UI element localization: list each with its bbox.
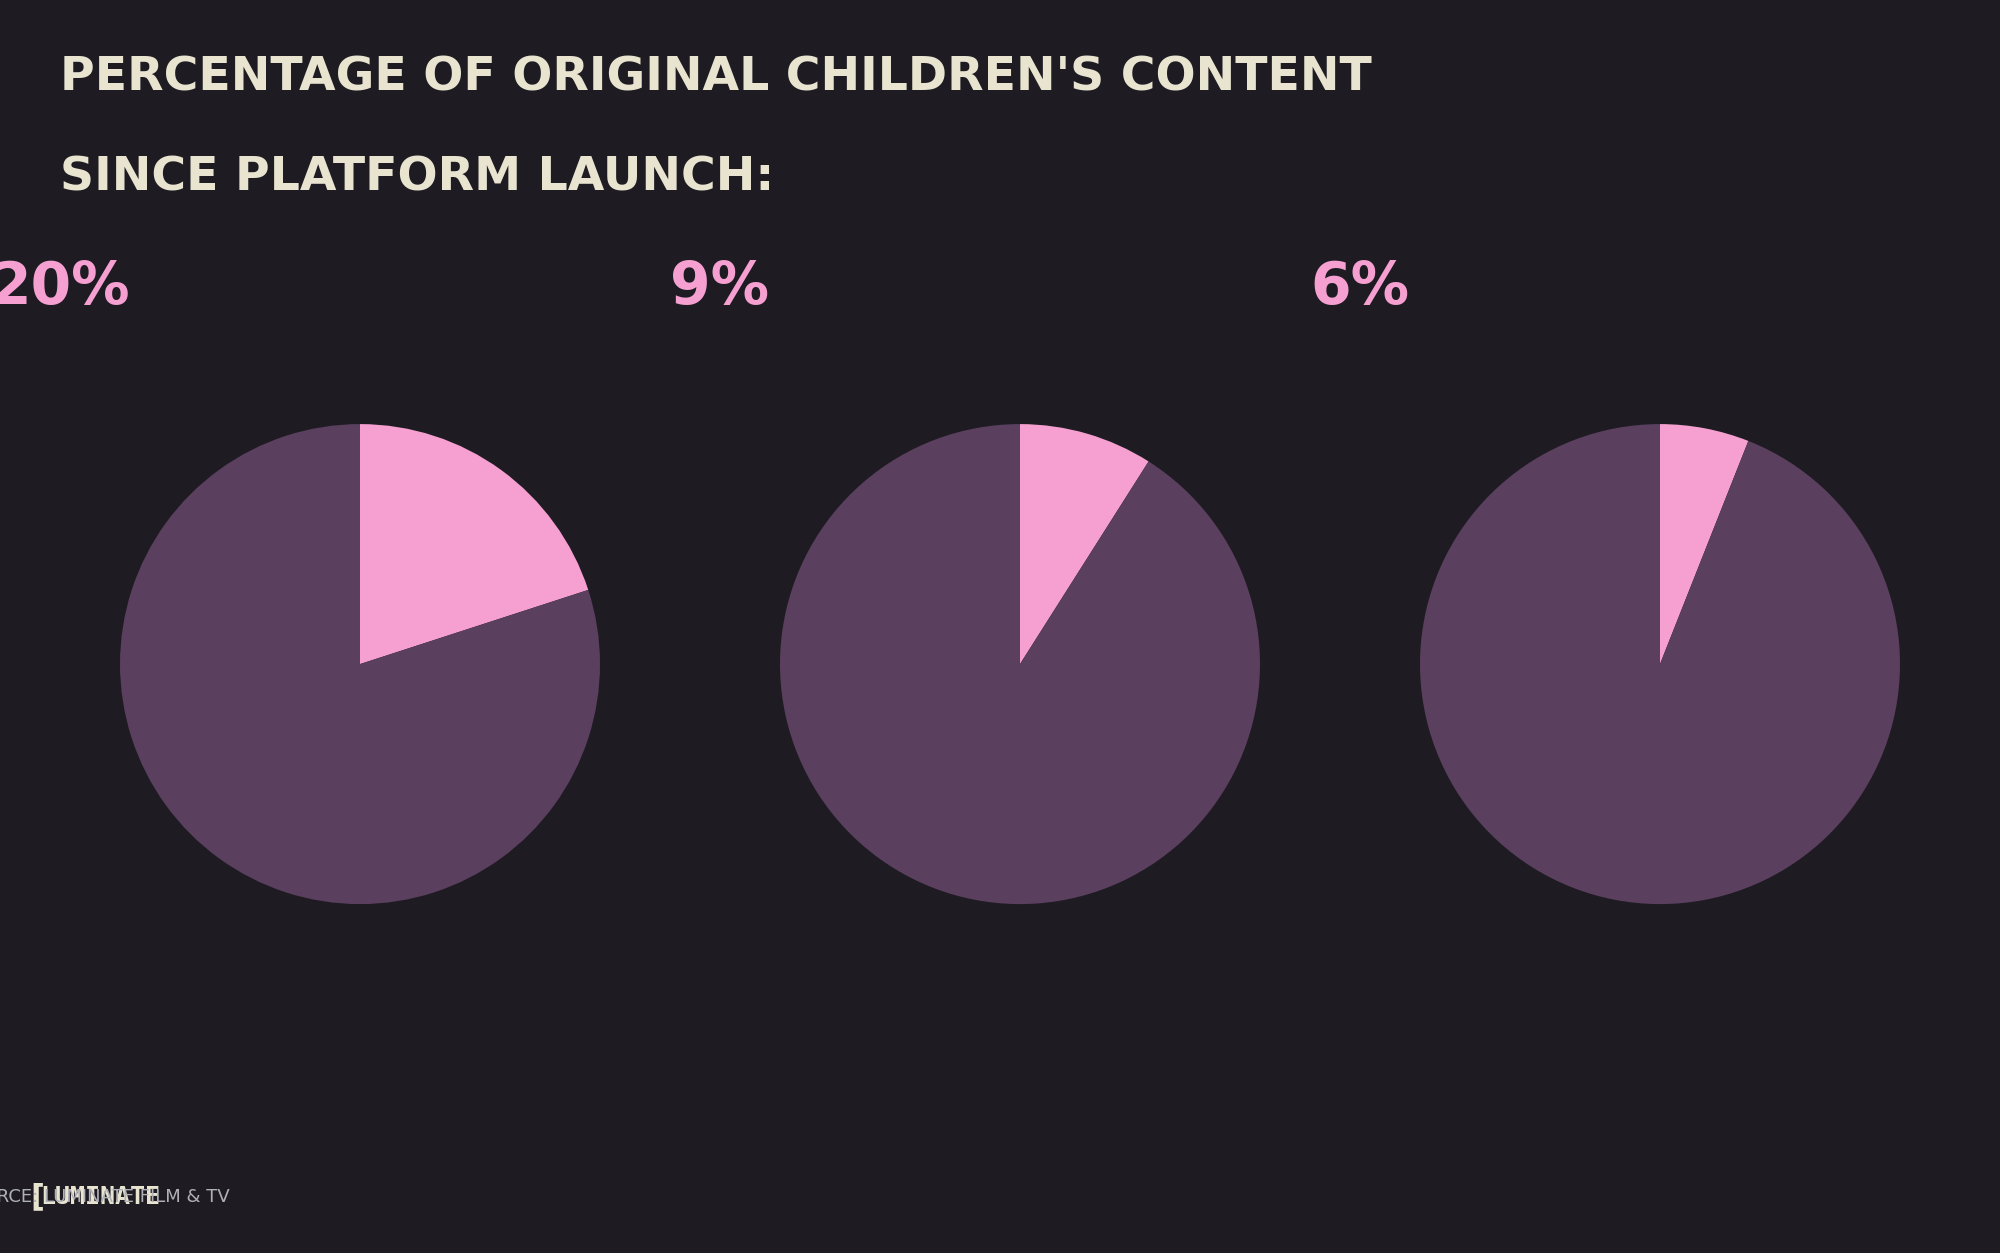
Wedge shape [360,424,588,664]
Text: LUMINATE: LUMINATE [40,1184,160,1209]
Text: 20%: 20% [0,259,130,316]
Text: SOURCE: LUMINATE FILM & TV: SOURCE: LUMINATE FILM & TV [0,1188,230,1205]
Wedge shape [1420,424,1900,905]
Text: PERCENTAGE OF ORIGINAL CHILDREN'S CONTENT: PERCENTAGE OF ORIGINAL CHILDREN'S CONTEN… [60,55,1372,100]
Text: 9%: 9% [670,259,770,316]
Wedge shape [780,424,1260,905]
Text: SINCE PLATFORM LAUNCH:: SINCE PLATFORM LAUNCH: [60,155,774,200]
Text: [: [ [30,1182,44,1212]
Wedge shape [120,424,600,905]
Wedge shape [1660,424,1748,664]
Text: 6%: 6% [1310,259,1410,316]
Wedge shape [1020,424,1148,664]
